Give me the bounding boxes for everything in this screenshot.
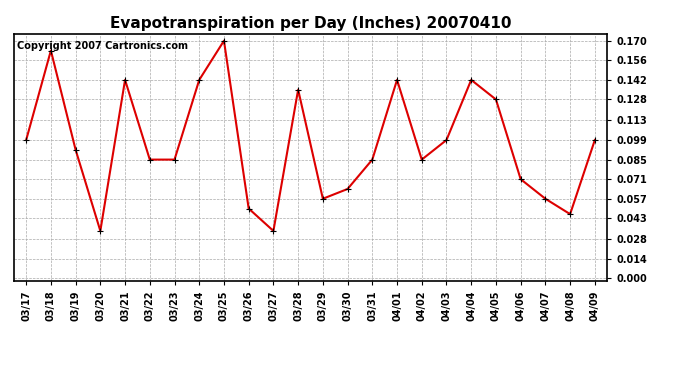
Text: Copyright 2007 Cartronics.com: Copyright 2007 Cartronics.com bbox=[17, 41, 188, 51]
Title: Evapotranspiration per Day (Inches) 20070410: Evapotranspiration per Day (Inches) 2007… bbox=[110, 16, 511, 31]
